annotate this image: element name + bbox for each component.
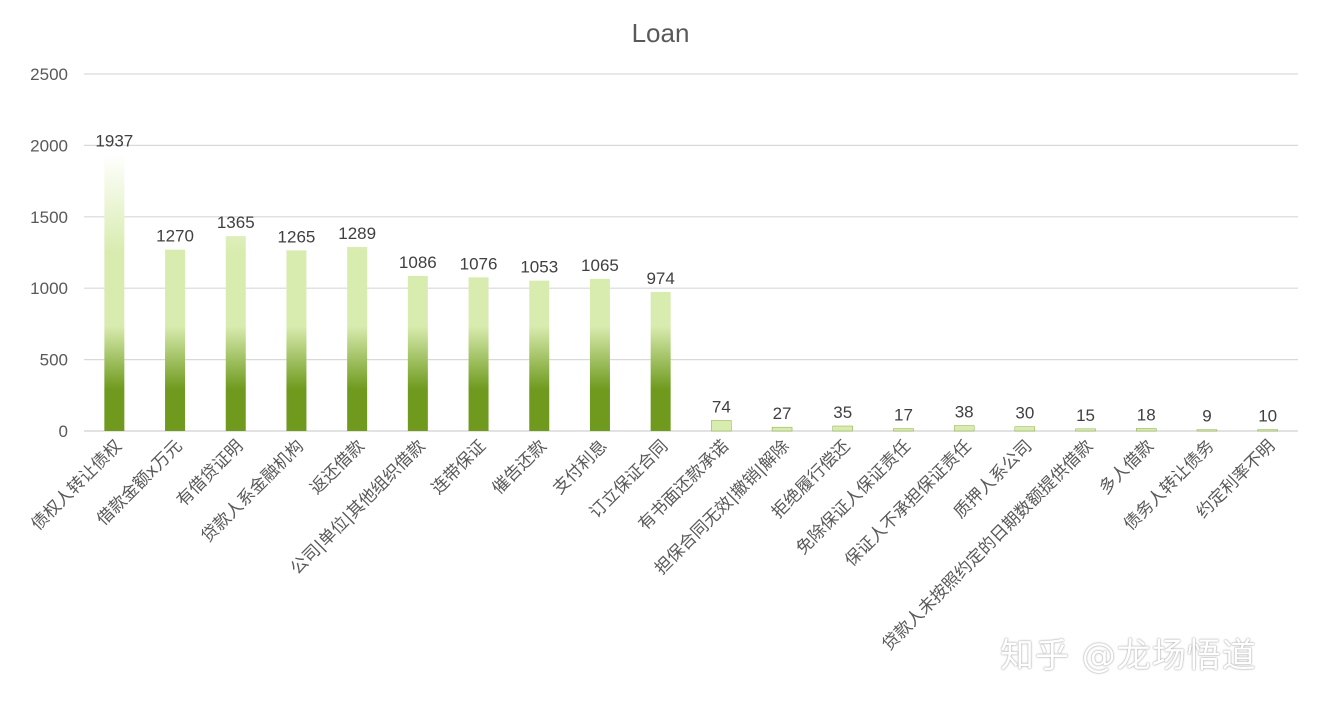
bar bbox=[1014, 426, 1036, 432]
bar bbox=[1257, 429, 1278, 432]
bar bbox=[1196, 429, 1218, 432]
data-label: 1270 bbox=[156, 227, 194, 246]
data-label: 1086 bbox=[399, 253, 437, 272]
bar bbox=[468, 277, 489, 431]
bar bbox=[165, 249, 186, 431]
bar bbox=[407, 275, 428, 431]
bar bbox=[711, 420, 732, 432]
y-tick-label: 1000 bbox=[30, 279, 68, 298]
bar bbox=[589, 278, 610, 431]
bar bbox=[529, 280, 550, 431]
y-axis-ticks: 0 500 1000 1500 2000 2500 bbox=[30, 65, 68, 441]
bars bbox=[104, 154, 1278, 432]
category-label: 支付利息 bbox=[549, 436, 611, 498]
data-label: 27 bbox=[773, 404, 792, 423]
data-label: 38 bbox=[955, 403, 974, 422]
data-label: 74 bbox=[712, 397, 731, 416]
data-label: 30 bbox=[1015, 404, 1034, 423]
data-label: 1076 bbox=[460, 254, 498, 273]
bar bbox=[953, 425, 975, 432]
bar bbox=[832, 425, 853, 432]
data-label: 974 bbox=[646, 269, 674, 288]
gridlines bbox=[84, 73, 1298, 432]
data-label: 1365 bbox=[217, 213, 255, 232]
chart-title: Loan bbox=[632, 18, 690, 48]
bar bbox=[286, 250, 307, 431]
category-label: 贷款人系金融机构 bbox=[198, 436, 308, 546]
category-label: 返还借款 bbox=[306, 436, 368, 498]
data-label: 10 bbox=[1258, 407, 1277, 426]
data-label: 15 bbox=[1076, 406, 1095, 425]
data-label: 9 bbox=[1202, 407, 1211, 426]
bar bbox=[893, 428, 914, 432]
y-tick-label: 0 bbox=[59, 422, 68, 441]
category-label: 催告还款 bbox=[489, 436, 551, 498]
data-label: 1937 bbox=[95, 131, 133, 150]
bar bbox=[104, 154, 125, 431]
data-label: 18 bbox=[1137, 405, 1156, 424]
category-label: 连带保证 bbox=[428, 436, 490, 498]
bar bbox=[225, 236, 246, 431]
y-tick-label: 500 bbox=[40, 351, 68, 370]
data-labels: 1937 1270 1365 1265 1289 1086 1076 1053 1065 974 7… bbox=[95, 131, 1277, 425]
data-label: 17 bbox=[894, 406, 913, 425]
data-label: 1053 bbox=[520, 258, 558, 277]
bar bbox=[1075, 428, 1096, 432]
data-label: 1065 bbox=[581, 256, 619, 275]
category-label: 多人借款 bbox=[1096, 436, 1158, 498]
data-label: 1265 bbox=[278, 227, 316, 246]
bar bbox=[347, 246, 368, 431]
bar bbox=[650, 291, 671, 431]
category-label: 贷款人未按照约定的日期数额提供借款 bbox=[879, 436, 1097, 654]
category-labels: 债权人转让债权借款金额x万元有借贷证明贷款人系金融机构返还借款公司|单位|其他组… bbox=[28, 436, 1280, 654]
watermark-logo: 知乎 @龙场悟道 bbox=[1000, 636, 1257, 676]
y-tick-label: 2500 bbox=[30, 65, 68, 84]
category-label: 免除保证人保证责任 bbox=[793, 436, 915, 558]
data-label: 1289 bbox=[338, 224, 376, 243]
bar bbox=[1136, 428, 1157, 432]
data-label: 35 bbox=[833, 403, 852, 422]
y-tick-label: 2000 bbox=[30, 136, 68, 155]
y-tick-label: 1500 bbox=[30, 208, 68, 227]
bar bbox=[771, 426, 793, 432]
